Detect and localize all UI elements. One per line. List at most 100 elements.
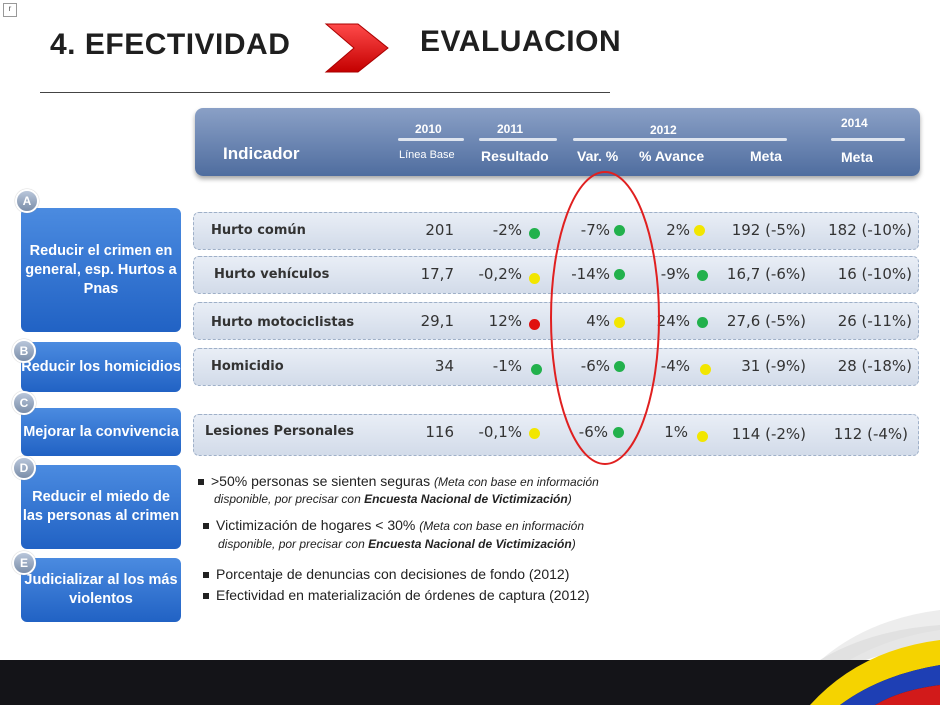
- bullet-text: Efectividad en materialización de órdene…: [216, 587, 590, 603]
- row-base: 116: [425, 423, 454, 441]
- table-row: Hurto común 201 -2% -7% 2% 192 (-5%) 182…: [193, 212, 919, 250]
- subline-text: disponible, por precisar con: [214, 492, 365, 506]
- bullet-percepcion: >50% personas se sienten seguras (Meta c…: [198, 473, 599, 489]
- bullet-capturas: Efectividad en materialización de órdene…: [203, 587, 590, 603]
- row-avance: 24%: [656, 312, 690, 330]
- section-title: EVALUACION: [420, 25, 622, 58]
- row-meta-2012: 31 (-9%): [741, 357, 806, 375]
- row-var: -6%: [578, 423, 608, 441]
- table-row: Hurto motociclistas 29,1 12% 4% 24% 27,6…: [193, 302, 919, 340]
- table-header: Indicador 2010 Línea Base 2011 Resultado…: [195, 108, 920, 176]
- header-year-2012: 2012: [650, 123, 677, 137]
- row-avance: -9%: [660, 265, 690, 283]
- header-var: Var. %: [577, 148, 619, 164]
- row-base: 29,1: [420, 312, 454, 330]
- badge-c: C: [12, 391, 36, 415]
- row-var: 4%: [586, 312, 610, 330]
- corner-mark: r: [3, 3, 17, 17]
- subline-survey: Encuesta Nacional de Victimización: [364, 492, 568, 506]
- row-meta-2012: 16,7 (-6%): [726, 265, 806, 283]
- row-meta-2014: 26 (-11%): [837, 312, 912, 330]
- colombia-flag-graphic: [810, 640, 940, 705]
- bullet-square-icon: [203, 572, 209, 579]
- objective-d: Reducir el miedo de las personas al crim…: [21, 465, 181, 549]
- table-row: Lesiones Personales 116 -0,1% -6% 1% 114…: [193, 414, 919, 456]
- bullet-square-icon: [203, 523, 209, 530]
- bullet-square-icon: [203, 593, 209, 600]
- header-indicador: Indicador: [223, 144, 300, 163]
- row-meta-2014: 182 (-10%): [828, 221, 912, 239]
- bullet-note: (Meta con base en información: [433, 475, 599, 489]
- bullet-denuncias: Porcentaje de denuncias con decisiones d…: [203, 566, 569, 582]
- status-dot: [614, 269, 625, 280]
- row-var: -6%: [580, 357, 610, 375]
- header-meta-2012: Meta: [750, 148, 782, 164]
- row-label: Lesiones Personales: [205, 424, 355, 439]
- header-year-2011: 2011: [497, 122, 524, 136]
- bullet-text: Porcentaje de denuncias con decisiones d…: [216, 566, 570, 582]
- status-dot: [614, 225, 625, 236]
- row-label: Hurto vehículos: [214, 267, 330, 282]
- chevron-arrow-icon: [324, 23, 389, 73]
- status-dot: [529, 319, 540, 330]
- header-year-2010: 2010: [415, 122, 442, 136]
- row-meta-2014: 112 (-4%): [833, 425, 908, 443]
- objective-b: Reducir los homicidios: [21, 342, 181, 392]
- status-dot: [697, 317, 708, 328]
- status-dot: [614, 361, 625, 372]
- bullet-text: Victimización de hogares < 30%: [216, 517, 420, 533]
- status-dot: [700, 364, 711, 375]
- bullet-text: >50% personas se sienten seguras: [211, 473, 434, 489]
- row-var: -14%: [571, 265, 610, 283]
- row-base: 17,7: [420, 265, 454, 283]
- badge-a: A: [15, 189, 39, 213]
- badge-d: D: [12, 456, 36, 480]
- header-rule-2014: [831, 138, 905, 141]
- row-base: 34: [434, 357, 454, 375]
- footer-bar: [0, 660, 940, 705]
- row-avance: 1%: [664, 423, 688, 441]
- header-rule-2011: [479, 138, 557, 141]
- row-resultado: -2%: [492, 221, 522, 239]
- row-meta-2014: 16 (-10%): [837, 265, 912, 283]
- bullet-note: (Meta con base en información: [419, 519, 585, 533]
- header-avance: % Avance: [639, 148, 705, 164]
- header-resultado: Resultado: [481, 148, 549, 164]
- row-avance: -4%: [660, 357, 690, 375]
- bullet-square-icon: [198, 479, 204, 486]
- status-dot: [697, 431, 708, 442]
- objective-c: Mejorar la convivencia: [21, 408, 181, 456]
- row-meta-2012: 114 (-2%): [731, 425, 806, 443]
- status-dot: [613, 427, 624, 438]
- highlight-ellipse: [550, 171, 660, 465]
- objective-a: Reducir el crimen en general, esp. Hurto…: [21, 208, 181, 332]
- header-rule-2012: [573, 138, 787, 141]
- objective-e: Judicializar al los más violentos: [21, 558, 181, 622]
- row-label: Hurto común: [211, 223, 306, 238]
- status-dot: [529, 428, 540, 439]
- badge-e: E: [12, 551, 36, 575]
- row-resultado: -0,2%: [478, 265, 522, 283]
- status-dot: [614, 317, 625, 328]
- bullet-victimizacion: Victimización de hogares < 30% (Meta con…: [203, 517, 584, 533]
- row-meta-2012: 27,6 (-5%): [726, 312, 806, 330]
- status-dot: [694, 225, 705, 236]
- status-dot: [531, 364, 542, 375]
- subline-end: ): [571, 537, 576, 551]
- row-label: Hurto motociclistas: [211, 315, 355, 330]
- status-dot: [697, 270, 708, 281]
- subline-end: ): [567, 492, 572, 506]
- subline-text: disponible, por precisar con: [218, 537, 369, 551]
- row-meta-2012: 192 (-5%): [731, 221, 806, 239]
- row-resultado: -1%: [492, 357, 522, 375]
- bullet-subline: disponible, por precisar con Encuesta Na…: [214, 492, 572, 506]
- row-label: Homicidio: [211, 359, 284, 374]
- header-rule-2010: [398, 138, 464, 141]
- row-resultado: 12%: [488, 312, 522, 330]
- subline-survey: Encuesta Nacional de Victimización: [368, 537, 572, 551]
- header-year-2014: 2014: [841, 116, 868, 130]
- row-base: 201: [425, 221, 454, 239]
- page-title: 4. EFECTIVIDAD: [50, 28, 291, 61]
- row-meta-2014: 28 (-18%): [837, 357, 912, 375]
- row-avance: 2%: [666, 221, 690, 239]
